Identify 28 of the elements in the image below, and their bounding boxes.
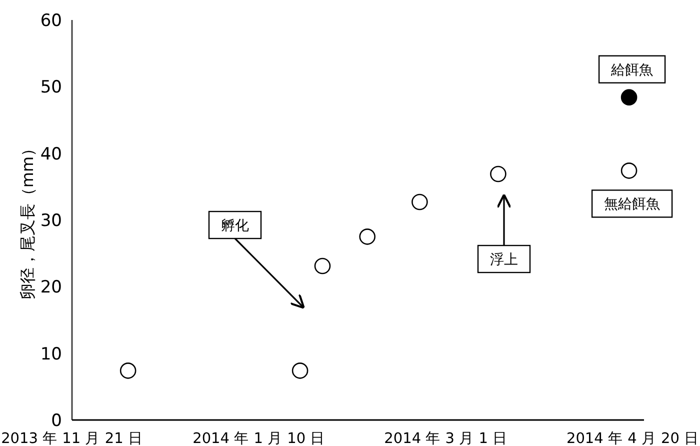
y-tick-label: 50 bbox=[40, 78, 62, 98]
x-tick-label: 2013 年 11 月 21 日 bbox=[1, 430, 143, 446]
x-tick-label: 2014 年 3 月 1 日 bbox=[384, 430, 508, 446]
point bbox=[359, 228, 376, 245]
y-tick-label: 20 bbox=[40, 278, 62, 298]
x-tick-label: 2014 年 4 月 20 日 bbox=[566, 430, 700, 446]
annotation: 無給餌魚 bbox=[604, 196, 660, 213]
annotation: 給餌魚 bbox=[598, 55, 666, 84]
annotation: 孵化 bbox=[208, 210, 305, 309]
point bbox=[120, 362, 136, 379]
annotation: 無給餌魚 bbox=[591, 190, 673, 218]
annotation: 浮上 bbox=[477, 194, 531, 274]
annotation: 浮上 bbox=[490, 252, 518, 268]
point bbox=[620, 89, 638, 106]
point bbox=[412, 194, 428, 210]
y-tick-label: 60 bbox=[40, 11, 62, 31]
annotation: 孵化 bbox=[221, 218, 249, 234]
y-tick-label: 10 bbox=[40, 344, 62, 364]
point bbox=[292, 362, 308, 379]
y-tick-label: 30 bbox=[40, 211, 62, 231]
y-tick-label: 40 bbox=[40, 144, 62, 164]
point bbox=[620, 162, 638, 179]
annotation: 給餌魚 bbox=[610, 62, 654, 78]
y-tick-label: 0 bbox=[51, 411, 62, 431]
point bbox=[314, 258, 331, 274]
y-axis-title: 卵径，尾叉長（mm） bbox=[18, 140, 37, 300]
x-tick-label: 2014 年 1 月 10 日 bbox=[192, 430, 326, 446]
point bbox=[490, 166, 506, 182]
